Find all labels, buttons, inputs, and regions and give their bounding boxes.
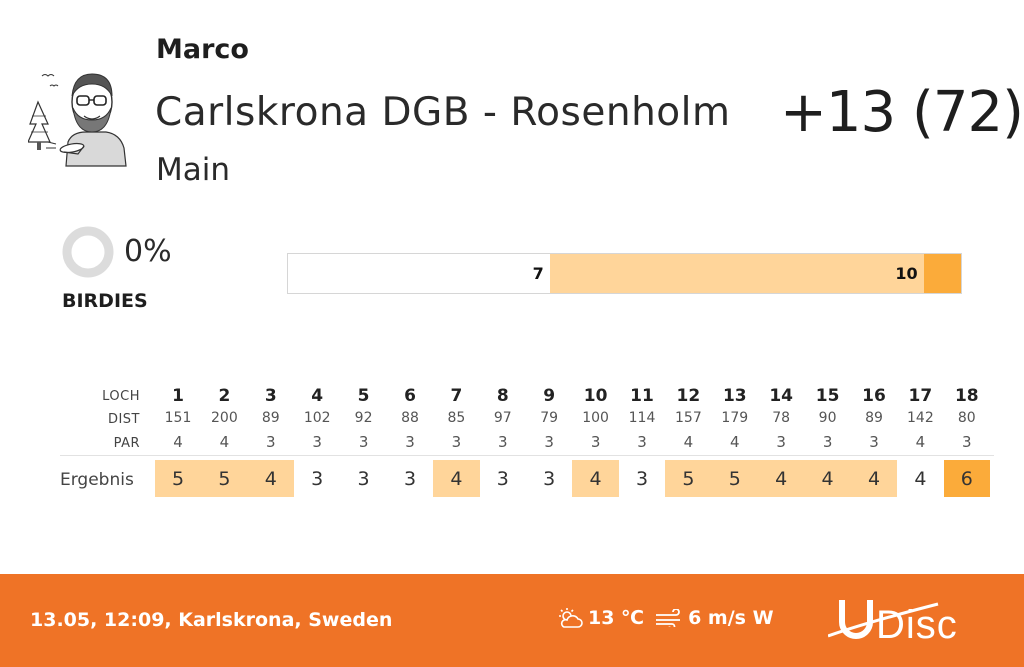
hole-par: 4 [173,433,183,451]
hole-score: 4 [804,460,851,497]
hole-par: 3 [405,433,415,451]
hole-score: 6 [943,460,991,497]
hole-number: 12 [676,386,701,406]
hole-score: 4 [850,460,898,497]
hole-distance: 85 [447,410,466,426]
par-row-label: PAR [113,436,140,451]
distribution-segment: 7 [288,254,550,293]
distribution-segment: 10 [549,254,924,293]
hole-distance: 78 [772,410,791,426]
udisc-logo: Disc [828,600,958,647]
avatar [28,73,127,167]
hole-par: 3 [869,433,879,451]
hole-score: 4 [914,467,927,490]
hole-distance: 89 [261,410,280,426]
hole-par: 4 [683,433,694,451]
hole-par: 3 [637,433,647,451]
hole-par: 4 [219,433,230,451]
hole-number: 11 [630,386,654,406]
hole-par: 4 [915,433,926,451]
scorecard-divider [60,455,994,456]
hole-distance: 179 [721,410,749,426]
hole-distance: 157 [675,410,702,426]
hole-number: 16 [862,386,886,406]
hole-distance: 114 [628,410,656,426]
hole-par: 4 [730,433,740,451]
hole-number: 7 [450,386,463,406]
hole-distance: 80 [957,410,976,426]
birdie-percent: 0% [124,234,172,269]
hole-number: 6 [404,386,416,406]
hole-score: 5 [665,460,712,497]
partly-cloudy-icon [559,608,583,628]
footer: 13.05, 12:09, Karlskrona, Sweden 13 ℃ 6 … [0,574,1024,667]
hole-par: 3 [312,433,322,451]
hole-distance: 100 [582,410,609,426]
hole-number: 8 [496,386,509,406]
birdie-ring-chart [62,226,114,278]
hole-par: 3 [266,433,276,451]
hole-distance: 79 [540,410,559,426]
hole-score: 4 [247,460,295,497]
result-row-label: Ergebnis [60,470,134,490]
hole-score: 5 [711,460,759,497]
hole-distance: 97 [493,410,512,426]
hole-distance: 142 [907,410,934,426]
hole-score: 4 [572,460,619,497]
layout-name: Main [156,152,231,188]
wind-icon [656,609,681,627]
hole-par: 3 [451,433,462,451]
hole-distance: 200 [211,410,238,426]
hole-par: 3 [822,433,833,451]
hole-distance: 90 [818,410,837,426]
course-name: Carlskrona DGB - Rosenholm [155,90,731,135]
hole-number: 2 [218,386,231,406]
hole-par: 3 [776,433,786,451]
hole-number: 5 [357,386,370,406]
hole-par: 3 [358,433,369,451]
score-total: +13 (72) [780,80,1024,145]
hole-number: 14 [769,386,794,406]
wind-speed: 6 m/s W [688,607,774,629]
hole-par: 3 [498,433,508,451]
hole-par: 3 [544,433,554,451]
hole-par: 3 [590,433,601,451]
hole-number: 3 [264,386,277,406]
distribution-segment [923,254,961,293]
score-distribution-bar: 7 10 [287,253,962,294]
hole-score: 4 [757,460,805,497]
hole-number: 4 [311,386,324,406]
hole-number: 18 [954,386,979,406]
hole-number: 13 [722,386,747,406]
player-name: Marco [156,34,249,65]
hole-distance: 88 [401,410,419,426]
birdie-label: BIRDIES [62,290,148,312]
hole-number: 10 [583,386,608,406]
round-info: 13.05, 12:09, Karlskrona, Sweden [30,609,393,631]
hole-distance: 89 [865,410,883,426]
hole-distance: 102 [303,410,331,426]
hole-score: 3 [635,467,649,490]
hole-par: 3 [962,433,972,451]
hole-score: 5 [201,460,248,497]
hole-number: 1 [172,386,184,406]
hole-score: 3 [357,467,370,490]
hole-score: 3 [543,467,556,490]
hole-score: 3 [311,467,324,490]
temperature: 13 ℃ [588,607,645,629]
hole-score: 3 [403,467,417,490]
hole-score: 5 [154,460,202,497]
hole-distance: 151 [164,410,192,426]
hole-number: 17 [908,386,933,406]
hole-number: 15 [815,386,840,406]
weather-info: 13 ℃ 6 m/s W [556,607,780,629]
hole-number: 9 [543,386,556,406]
hole-score: 3 [496,467,509,490]
hole-score: 4 [433,460,480,497]
hole-row-label: LOCH [102,389,140,404]
hole-distance: 92 [354,410,373,426]
svg-text:Disc: Disc [876,603,958,647]
dist-row-label: DIST [107,412,140,427]
